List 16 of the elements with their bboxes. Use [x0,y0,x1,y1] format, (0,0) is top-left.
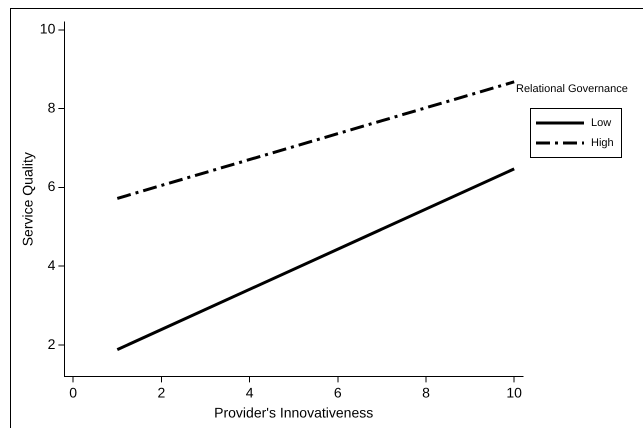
x-tick-label: 0 [69,384,78,401]
x-tick-label: 2 [157,384,166,401]
x-tick-label: 10 [506,384,522,401]
x-axis-title: Provider's Innovativeness [214,404,374,420]
y-tick-label: 2 [48,336,56,352]
legend-label: Low [591,117,612,129]
y-tick-label: 4 [48,257,56,273]
x-tick-label: 6 [334,384,342,401]
y-tick-label: 6 [48,178,56,194]
x-tick-label: 8 [422,384,430,401]
legend-label: High [591,137,614,149]
y-tick-label: 10 [40,20,56,37]
y-axis-title: Service Quality [19,152,36,246]
legend-title: Relational Governance [516,83,628,95]
x-tick-label: 4 [246,384,254,401]
y-tick-label: 8 [48,99,56,116]
